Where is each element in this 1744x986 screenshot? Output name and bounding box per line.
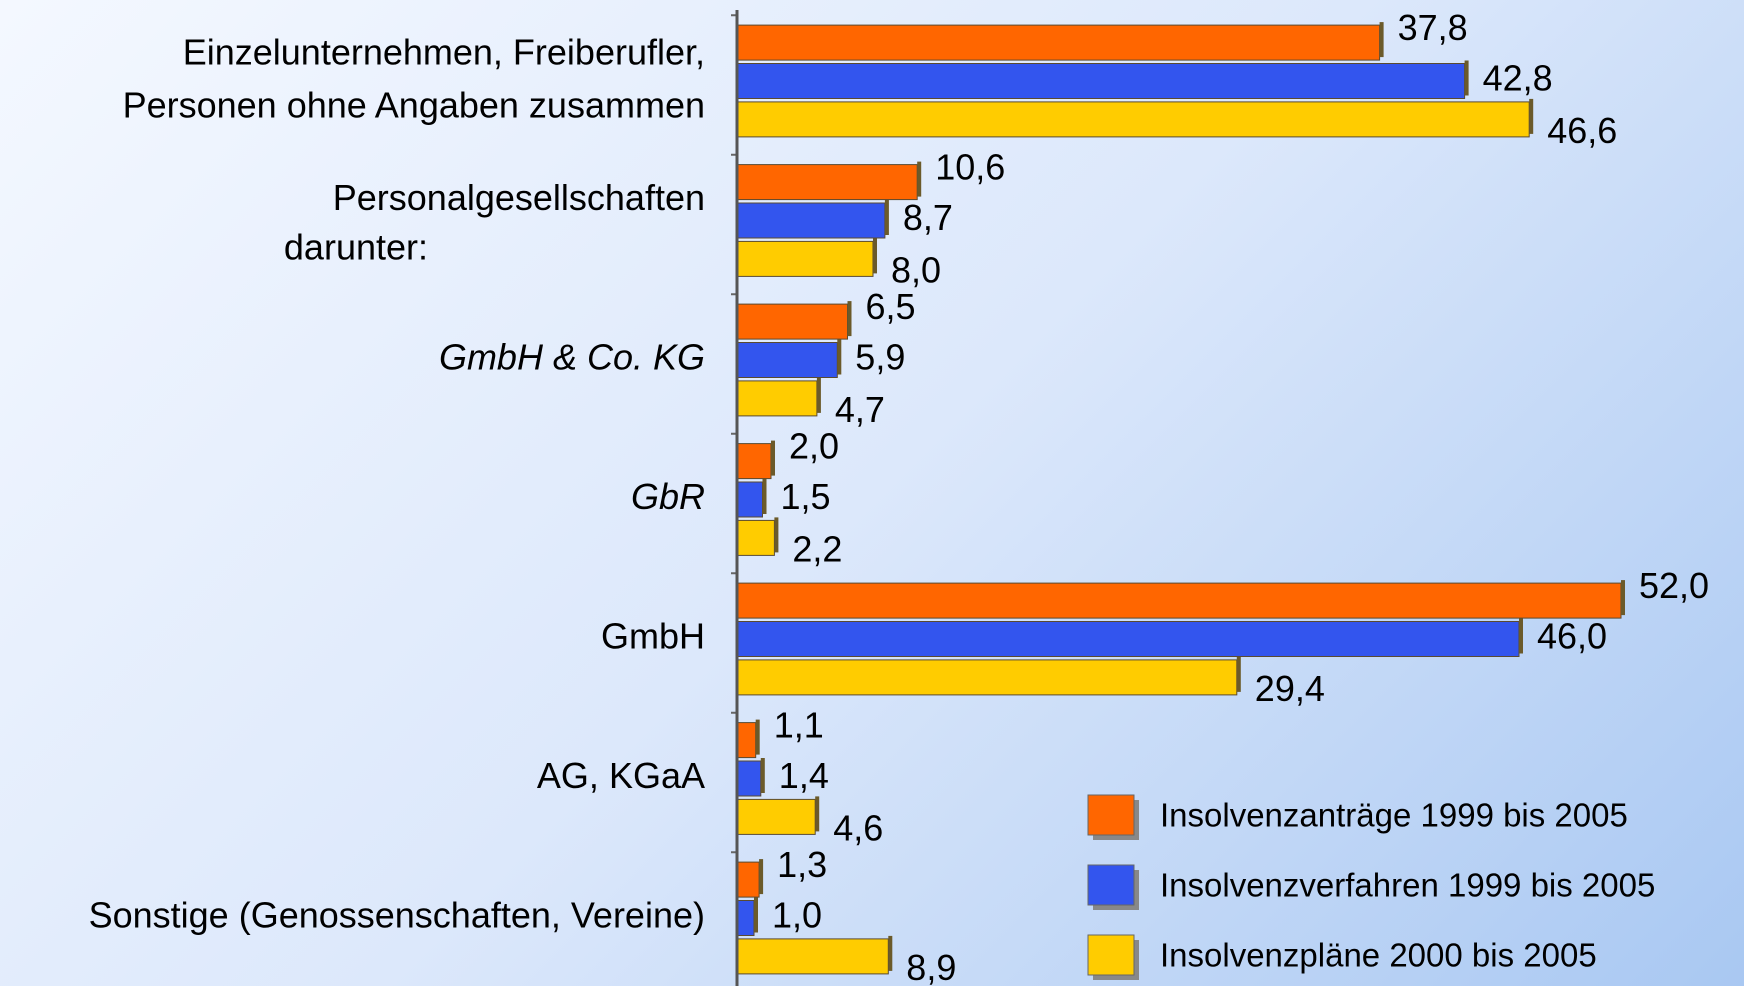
- legend-swatch: [1087, 864, 1135, 906]
- legend-swatch: [1087, 934, 1135, 976]
- bar-edge: [815, 796, 820, 832]
- bar: [736, 722, 757, 759]
- bar-edge: [762, 479, 767, 514]
- bar-edge: [884, 200, 889, 235]
- value-label: 1,4: [779, 755, 829, 796]
- value-label: 1,3: [777, 844, 827, 885]
- bar: [736, 202, 886, 239]
- value-label: 6,5: [866, 286, 916, 327]
- value-label: 8,7: [903, 197, 953, 238]
- bar-edge: [754, 897, 758, 933]
- bar: [736, 519, 775, 556]
- value-label: 1,5: [781, 476, 831, 517]
- bar: [736, 101, 1530, 138]
- value-label: 5,9: [855, 337, 905, 378]
- bar: [736, 798, 816, 835]
- bar-edge: [755, 719, 760, 755]
- category-label: Personalgesellschaften: [333, 177, 705, 218]
- bar: [736, 63, 1466, 99]
- bar-edge: [888, 935, 893, 971]
- value-label: 1,0: [772, 895, 822, 936]
- legend-swatch: [1087, 794, 1135, 836]
- bar: [736, 24, 1381, 61]
- bar-edge: [771, 440, 775, 476]
- bar-edge: [759, 859, 764, 895]
- category-label: GmbH & Co. KG: [439, 337, 705, 378]
- value-label: 46,6: [1547, 110, 1617, 151]
- value-label: 4,6: [833, 807, 883, 848]
- value-label: 8,9: [906, 947, 956, 986]
- bar-edge: [816, 377, 821, 413]
- bar-edge: [917, 161, 922, 197]
- bar-edge: [1464, 60, 1469, 96]
- bar: [736, 380, 818, 417]
- category-label: AG, KGaA: [537, 755, 705, 796]
- bar: [736, 900, 755, 936]
- value-label: 2,0: [789, 426, 839, 467]
- bar-edge: [1379, 22, 1384, 58]
- category-note: darunter:: [284, 227, 428, 268]
- legend-label: Insolvenzverfahren 1999 bis 2005: [1160, 867, 1655, 904]
- bar: [736, 938, 889, 975]
- bar-edge: [873, 238, 877, 274]
- bar-edge: [1236, 656, 1241, 692]
- value-label: 29,4: [1255, 668, 1325, 709]
- category-label: GmbH: [601, 616, 705, 657]
- value-label: 4,7: [835, 389, 885, 430]
- bar-edge: [1621, 580, 1625, 616]
- bar-edge: [1519, 618, 1523, 654]
- legend-label: Insolvenzpläne 2000 bis 2005: [1160, 937, 1597, 974]
- category-label: Sonstige (Genossenschaften, Vereine): [89, 895, 705, 936]
- value-label: 8,0: [891, 249, 941, 290]
- value-label: 37,8: [1398, 7, 1468, 48]
- value-label: 42,8: [1483, 58, 1553, 99]
- value-label: 46,0: [1537, 616, 1607, 657]
- value-label: 10,6: [935, 147, 1005, 188]
- bar-edge: [760, 758, 765, 793]
- bar: [736, 621, 1520, 657]
- category-label: Einzelunternehmen, Freiberufler,: [183, 32, 705, 73]
- bar: [736, 303, 848, 340]
- bar: [736, 240, 874, 277]
- bar: [736, 443, 772, 480]
- bar: [736, 164, 918, 201]
- legend-label: Insolvenzanträge 1999 bis 2005: [1160, 797, 1628, 834]
- category-label: GbR: [631, 476, 705, 517]
- bar-edge: [847, 301, 852, 337]
- category-label: Personen ohne Angaben zusammen: [123, 85, 705, 126]
- value-label: 1,1: [774, 705, 824, 746]
- bar: [736, 659, 1238, 696]
- value-label: 2,2: [792, 528, 842, 569]
- bar-edge: [1529, 98, 1534, 134]
- bar: [736, 582, 1622, 619]
- bar: [736, 342, 838, 378]
- bar-edge: [837, 339, 842, 375]
- bar: [736, 861, 760, 898]
- bar: [736, 760, 762, 797]
- value-label: 52,0: [1639, 565, 1709, 606]
- bar: [736, 481, 763, 518]
- bar-edge: [774, 517, 779, 553]
